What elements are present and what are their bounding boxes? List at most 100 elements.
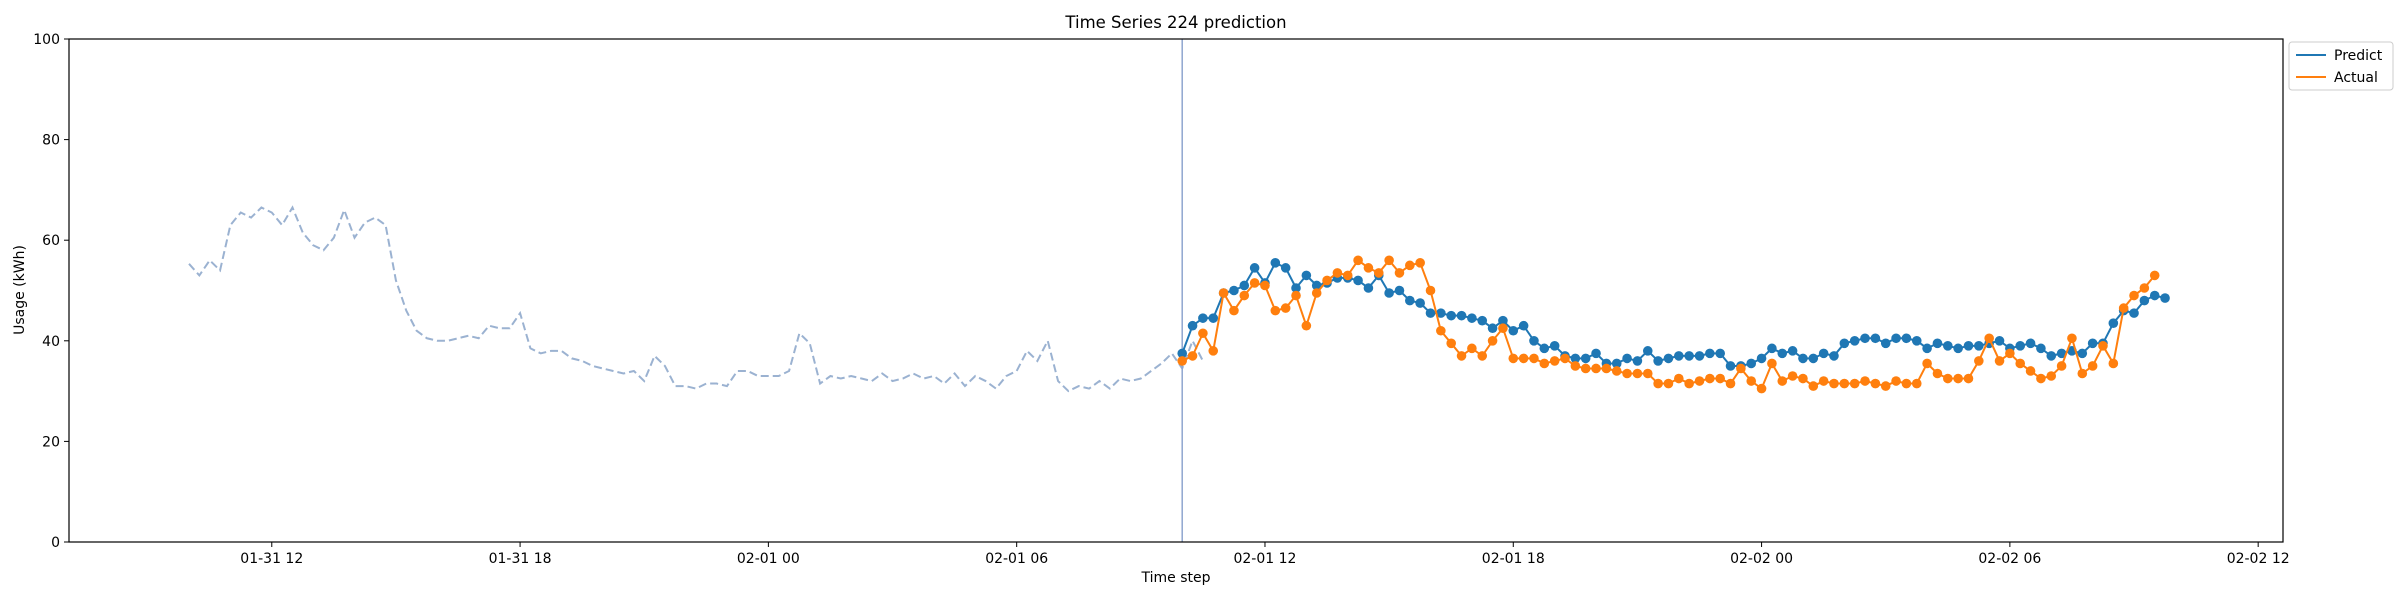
actual-point (1870, 378, 1881, 389)
chart-title: Time Series 224 prediction (1064, 13, 1286, 32)
predict-point (1456, 310, 1467, 321)
predict-point (1353, 275, 1363, 286)
actual-point (1425, 285, 1436, 296)
actual-point (2046, 371, 2057, 381)
x-tick-label: 02-01 00 (737, 551, 800, 567)
y-tick-label: 0 (51, 535, 60, 551)
actual-point (1508, 353, 1519, 364)
predict-point (2087, 338, 2098, 349)
actual-point (2098, 341, 2108, 351)
actual-point (1291, 290, 1301, 301)
x-tick-label: 02-02 06 (1978, 551, 2041, 567)
actual-point (1342, 270, 1353, 281)
actual-point (1270, 305, 1281, 316)
actual-point (1736, 363, 1746, 374)
actual-point (1218, 288, 1229, 298)
actual-point (1549, 356, 1560, 366)
actual-point (1777, 376, 1788, 386)
actual-point (1456, 351, 1467, 361)
predict-point (1187, 320, 1198, 331)
predict-point (1622, 353, 1632, 364)
actual-point (1498, 323, 1508, 334)
actual-point (2129, 290, 2139, 301)
predict-point (1487, 323, 1498, 334)
actual-point (1311, 288, 1322, 298)
actual-point (1373, 268, 1384, 278)
predict-point (1425, 308, 1436, 318)
actual-point (1829, 378, 1839, 389)
predict-point (1922, 343, 1932, 354)
predict-point (1808, 353, 1819, 364)
predict-point (1301, 270, 1312, 281)
predict-point (1405, 295, 1415, 306)
actual-point (1953, 373, 1963, 384)
actual-point (1622, 368, 1632, 379)
actual-point (1560, 353, 1570, 364)
predict-point (1529, 336, 1539, 346)
predict-point (1591, 348, 1601, 359)
actual-point (2087, 361, 2098, 371)
actual-point (1353, 255, 1363, 266)
predict-point (1756, 353, 1767, 364)
actual-point (1663, 378, 1674, 389)
predict-point (1539, 343, 1550, 354)
predict-point (1580, 353, 1591, 364)
actual-point (2077, 368, 2088, 379)
actual-point (2015, 358, 2026, 369)
x-tick-label: 01-31 12 (240, 551, 303, 567)
actual-point (1394, 268, 1405, 278)
actual-point (1187, 351, 1198, 361)
x-tick-label: 02-02 12 (2227, 551, 2290, 567)
actual-point (1674, 373, 1684, 384)
actual-point (1332, 268, 1343, 278)
predict-point (1642, 346, 1653, 356)
actual-point (1911, 378, 1922, 389)
actual-point (1539, 358, 1550, 369)
predict-point (1901, 333, 1912, 344)
actual-point (1384, 255, 1394, 266)
y-tick-label: 100 (33, 32, 60, 48)
predict-point (1363, 283, 1374, 293)
predict-point (1932, 338, 1943, 349)
predict-point (1498, 315, 1508, 326)
predict-point (1974, 341, 1984, 351)
actual-point (1301, 320, 1312, 331)
actual-point (2139, 283, 2150, 293)
predict-point (1839, 338, 1850, 349)
predict-point (2160, 293, 2170, 303)
actual-point (1601, 363, 1612, 374)
x-tick-label: 02-01 12 (1233, 551, 1296, 567)
predict-point (1467, 313, 1477, 323)
predict-point (1208, 313, 1219, 323)
predict-point (1870, 333, 1881, 344)
predict-point (1280, 263, 1291, 273)
predict-point (1229, 285, 1239, 296)
actual-point (1632, 368, 1643, 379)
predict-point (1911, 336, 1922, 346)
predict-point (2129, 308, 2139, 318)
actual-point (1436, 325, 1446, 336)
predict-point (2108, 318, 2119, 328)
actual-point (2025, 366, 2036, 376)
actual-point (1891, 376, 1901, 386)
actual-point (1415, 258, 1425, 268)
actual-point (1580, 363, 1591, 374)
actual-point (1487, 336, 1498, 346)
predict-point (1570, 353, 1581, 364)
actual-point (1808, 381, 1819, 391)
actual-point (1787, 371, 1798, 381)
y-tick-label: 80 (42, 133, 60, 149)
actual-point (1198, 328, 1208, 339)
predict-point (1694, 351, 1705, 361)
predict-point (1611, 358, 1622, 369)
predict-point (1549, 341, 1560, 351)
actual-point (1467, 343, 1477, 354)
x-axis-title: Time step (1141, 570, 1211, 586)
actual-point (1446, 338, 1456, 349)
predict-point (1249, 263, 1260, 273)
actual-point (1715, 373, 1725, 384)
legend-label-actual: Actual (2334, 70, 2378, 86)
actual-point (1922, 358, 1932, 369)
predict-point (1632, 356, 1643, 366)
